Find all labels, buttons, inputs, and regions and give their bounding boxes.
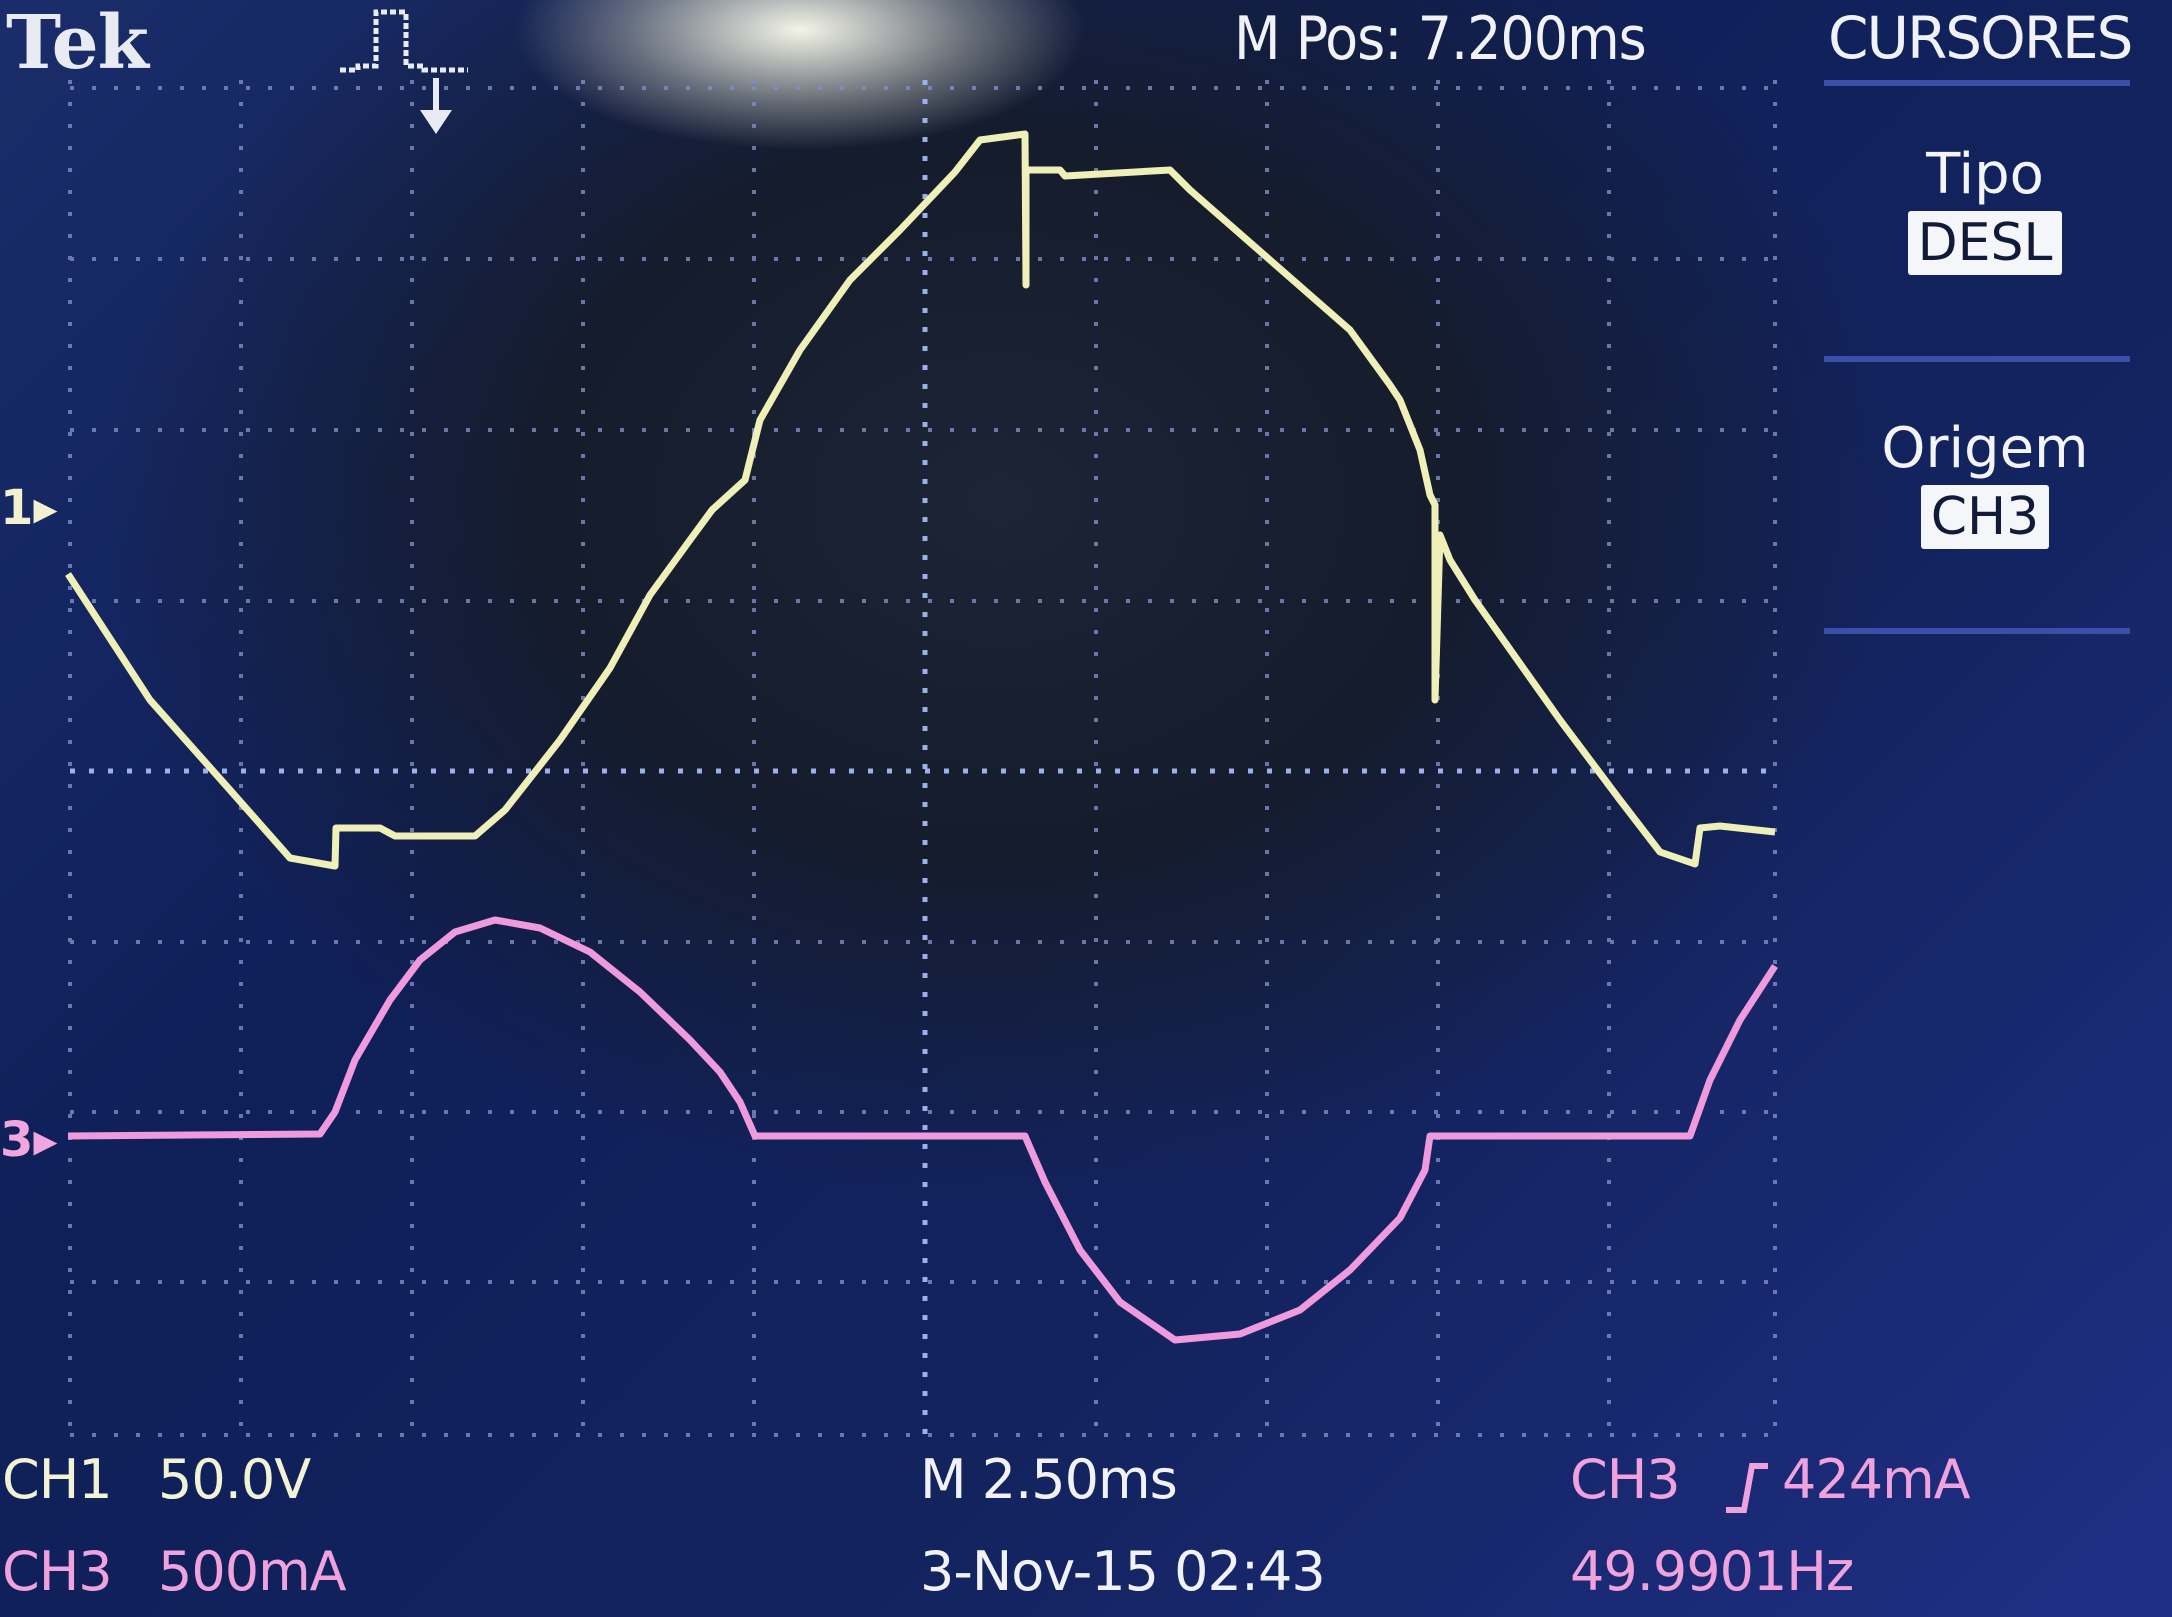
menu-separator [1824,80,2130,86]
frequency-readout: 49.9901Hz [1570,1540,1854,1603]
cursor-source-label: Origem [1881,416,2089,481]
cursor-source-button[interactable]: Origem CH3 [1820,416,2150,549]
marker-arrow-icon: ▸ [33,1112,58,1168]
graticule-grid [68,80,1777,1440]
menu-separator [1824,356,2130,362]
horizontal-position-readout: M Pos: 7.200ms [1234,4,1647,74]
ch3-name: CH3 [2,1540,113,1603]
ch3-current-trace [67,916,1778,1344]
ch3-ground-marker: 3▸ [0,1112,58,1168]
ch1-voltage-trace [65,130,1776,870]
marker-arrow-icon: ▸ [33,480,58,536]
cursor-type-button[interactable]: Tipo DESL [1820,142,2150,275]
cursor-source-value: CH3 [1920,485,2050,549]
menu-title: CURSORES [1828,4,2133,72]
ch3-scale: 500mA [158,1540,347,1603]
trigger-level: 424mA [1782,1448,1971,1511]
ch1-scale: 50.0V [158,1448,311,1511]
menu-separator [1824,628,2130,634]
ch1-name: CH1 [2,1448,113,1511]
trigger-edge-icon [340,9,468,134]
brand-logo: Tek [6,0,149,86]
timebase-readout: M 2.50ms [920,1448,1178,1511]
ch1-marker-label: 1 [0,480,34,536]
rising-edge-icon [1726,1463,1768,1513]
ch1-ground-marker: 1▸ [0,480,58,536]
graticule-center-axes [70,80,1775,1440]
date-time-readout: 3-Nov-15 02:43 [920,1540,1326,1603]
ch3-marker-label: 3 [0,1112,34,1168]
top-status-bar: Tek M Pos: 7.200ms CURSORES [0,0,2172,134]
trigger-source: CH3 [1570,1448,1681,1511]
cursor-type-label: Tipo [1926,142,2044,207]
cursor-type-value: DESL [1907,211,2063,275]
